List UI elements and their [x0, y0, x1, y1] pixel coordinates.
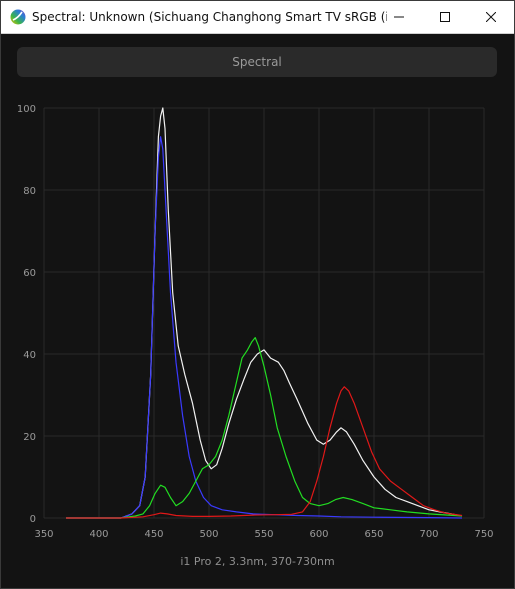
series-line-white: [66, 107, 463, 519]
x-tick-label: 400: [89, 529, 108, 540]
minimize-button[interactable]: [376, 1, 422, 33]
close-icon: [486, 12, 496, 22]
series-line-blue: [66, 136, 463, 519]
maximize-icon: [440, 12, 450, 22]
y-tick-label: 60: [23, 268, 36, 279]
y-tick-label: 80: [23, 186, 36, 197]
instrument-label: i1 Pro 2, 3.3nm, 370-730nm: [180, 555, 335, 568]
y-tick-label: 40: [23, 350, 36, 361]
tab-spectral[interactable]: Spectral: [17, 47, 497, 77]
close-button[interactable]: [468, 1, 514, 33]
app-logo-icon: [10, 9, 26, 25]
y-tick-label: 20: [23, 432, 36, 443]
x-tick-label: 750: [474, 529, 493, 540]
x-tick-label: 600: [309, 529, 328, 540]
y-tick-label: 0: [30, 514, 36, 525]
tab-spectral-label: Spectral: [232, 55, 282, 69]
x-tick-label: 650: [364, 529, 383, 540]
x-tick-label: 700: [419, 529, 438, 540]
x-tick-label: 450: [144, 529, 163, 540]
title-bar[interactable]: Spectral: Unknown (Sichuang Changhong Sm…: [1, 1, 514, 34]
x-tick-label: 500: [199, 529, 218, 540]
maximize-button[interactable]: [422, 1, 468, 33]
x-tick-label: 350: [34, 529, 53, 540]
series-line-green: [66, 337, 463, 519]
series-line-red: [66, 386, 463, 519]
y-tick-label: 100: [17, 104, 36, 115]
window-title: Spectral: Unknown (Sichuang Changhong Sm…: [32, 10, 387, 24]
x-tick-label: 550: [254, 529, 273, 540]
minimize-icon: [394, 16, 404, 18]
